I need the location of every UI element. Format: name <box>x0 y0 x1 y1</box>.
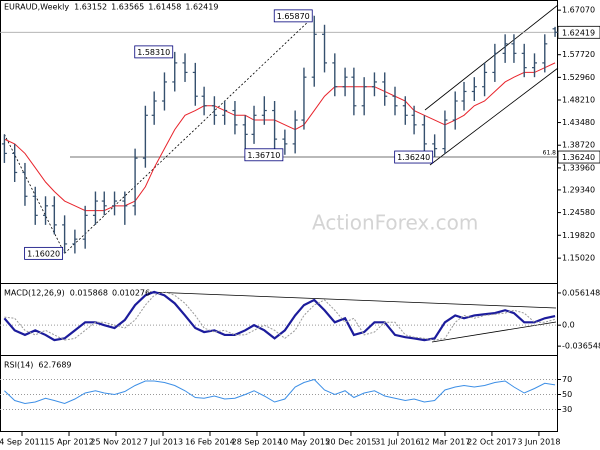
moving-average <box>4 62 556 212</box>
y-tick-label: 1.38720 <box>562 141 595 150</box>
y-tick-label: 30 <box>562 405 572 414</box>
panel-value: 1.62419 <box>185 3 218 12</box>
annotation-box <box>134 45 174 59</box>
x-tick-label: 20 Dec 2015 <box>325 438 376 447</box>
indicator-line <box>4 378 556 405</box>
panel-value: 1.63565 <box>111 3 144 12</box>
y-tick-label: 1.33960 <box>562 163 595 172</box>
panel-value: 1.63152 <box>74 3 107 12</box>
x-tick-label: 12 Mar 2017 <box>420 438 471 447</box>
panel-title: EURAUD,Weekly <box>4 3 69 12</box>
macd-trend-line <box>149 291 557 309</box>
y-tick-label: 1.48210 <box>562 96 595 105</box>
annotation-label: 1.16020 <box>27 249 60 258</box>
annotation-label: 1.36240 <box>397 153 430 162</box>
y-tick-label: 70 <box>562 375 572 384</box>
y-tick-label: 1.57720 <box>562 50 595 59</box>
level-box <box>557 150 600 164</box>
level-label: 61.8 <box>543 150 557 157</box>
y-tick-label: 1.29340 <box>562 185 595 194</box>
panel-title: MACD(12,26,9) <box>4 289 65 298</box>
y-tick-label: 1.67070 <box>562 6 595 15</box>
y-tick-label: 1.15020 <box>562 254 595 263</box>
panel-value: 0.010276 <box>112 289 150 298</box>
x-tick-label: 15 Apr 2012 <box>44 438 93 447</box>
annotation-box <box>24 246 64 260</box>
y-tick-label: 0.0 <box>562 321 575 330</box>
indicator-line <box>4 291 556 341</box>
x-tick-label: 3 Jun 2018 <box>517 438 560 447</box>
panel-value: 62.7689 <box>38 361 71 370</box>
y-tick-label: 1.19820 <box>562 231 595 240</box>
annotation-label: 1.65870 <box>277 12 310 21</box>
y-tick-label: -0.036548 <box>562 342 600 351</box>
panel-title: RSI(14) <box>4 361 33 370</box>
x-tick-label: 28 Sep 2014 <box>232 438 283 447</box>
channel-line <box>424 4 559 111</box>
x-tick-label: 10 May 2015 <box>278 438 330 447</box>
annotation-label: 1.58310 <box>137 48 170 57</box>
annotation-box <box>244 148 284 162</box>
level-box-label: 1.36240 <box>562 153 595 162</box>
y-tick-label: 1.43480 <box>562 118 595 127</box>
panel-value: 1.61458 <box>148 3 181 12</box>
indicator-line <box>3 290 556 342</box>
panel-value: 0.015868 <box>70 289 108 298</box>
annotation-box <box>394 150 434 164</box>
x-tick-label: 7 Jul 2013 <box>143 438 183 447</box>
plot-frame <box>0 0 558 432</box>
y-tick-label: 0.056148 <box>562 288 600 297</box>
macd-trend-line <box>431 321 557 343</box>
channel-line <box>429 67 559 166</box>
trend-line <box>4 134 65 254</box>
x-tick-label: 22 Oct 2017 <box>467 438 516 447</box>
annotation-label: 1.36710 <box>247 151 280 160</box>
price-box-label: 1.62419 <box>562 28 595 37</box>
y-tick-label: 50 <box>562 390 572 399</box>
y-tick-label: 1.52960 <box>562 73 595 82</box>
x-tick-label: 4 Sep 2011 <box>0 438 45 447</box>
price-box <box>557 25 600 39</box>
x-tick-label: 25 Nov 2012 <box>90 438 141 447</box>
y-tick-label: 1.24580 <box>562 208 595 217</box>
annotation-box <box>273 9 313 23</box>
watermark: ActionForex.com <box>312 211 478 235</box>
x-tick-label: 31 Jul 2016 <box>375 438 420 447</box>
x-tick-label: 16 Feb 2014 <box>185 438 235 447</box>
trend-line <box>64 15 315 254</box>
